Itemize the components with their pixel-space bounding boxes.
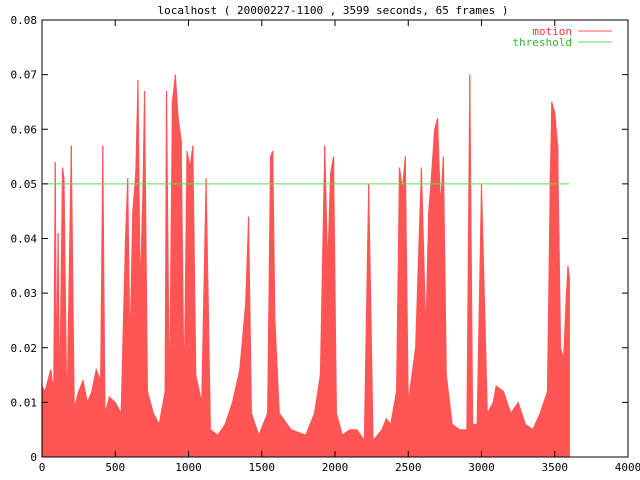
- x-tick-label: 2500: [395, 461, 422, 474]
- x-tick-label: 3000: [468, 461, 495, 474]
- x-tick-label: 1000: [175, 461, 202, 474]
- motion-area: [41, 74, 570, 458]
- x-tick-label: 2000: [322, 461, 349, 474]
- y-tick-label: 0.05: [11, 178, 38, 191]
- y-tick-label: 0.08: [11, 14, 38, 27]
- x-tick-label: 0: [39, 461, 46, 474]
- legend: motion threshold: [512, 25, 612, 49]
- legend-label-threshold: threshold: [512, 36, 572, 49]
- y-axis: 0 0.01 0.02 0.03 0.04 0.05 0.06 0.07 0.08: [11, 14, 628, 464]
- y-tick-label: 0.06: [11, 123, 38, 136]
- x-tick-label: 4000: [615, 461, 640, 474]
- y-tick-label: 0: [30, 451, 37, 464]
- y-tick-label: 0.07: [11, 69, 38, 82]
- y-tick-label: 0.02: [11, 342, 38, 355]
- legend-label-motion: motion: [532, 25, 572, 38]
- y-tick-label: 0.01: [11, 396, 38, 409]
- chart-title: localhost ( 20000227-1100 , 3599 seconds…: [158, 4, 509, 17]
- x-tick-label: 500: [105, 461, 125, 474]
- motion-series: [41, 74, 570, 458]
- x-tick-label: 1500: [249, 461, 276, 474]
- y-tick-label: 0.04: [11, 233, 38, 246]
- x-axis: 0 500 1000 1500 2000 2500 3000 3500 4000: [39, 20, 640, 474]
- y-tick-label: 0.03: [11, 287, 38, 300]
- x-tick-label: 3500: [542, 461, 569, 474]
